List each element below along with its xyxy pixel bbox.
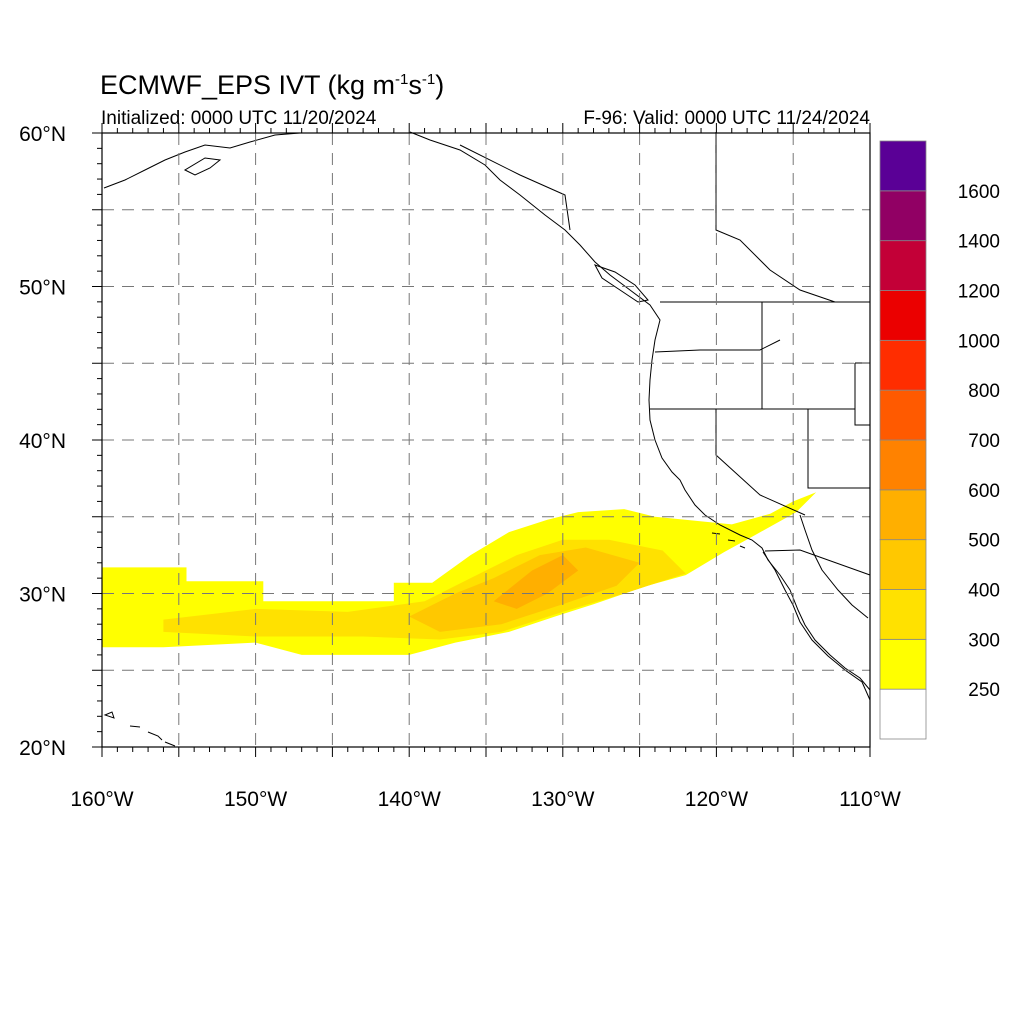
colorbar-label: 1000 [958,331,1000,352]
state-borders [459,132,871,576]
colorbar-label: 1200 [958,282,1000,303]
canada-interior [715,132,836,303]
map-title: ECMWF_EPS IVT (kg m-1s-1) [100,70,445,100]
lat-labels: 60°N 50°N 40°N 30°N 20°N [19,123,66,760]
lon-label: 140°W [378,788,441,811]
axis-ticks [92,123,871,757]
lat-label: 40°N [19,430,66,453]
baja-coast [762,551,871,701]
ivt-shading [102,492,817,655]
colorbar-label: 250 [968,680,1000,701]
colorbar-swatch [879,489,927,541]
nevada-ca-line [715,409,806,516]
colorbar-label: 500 [968,531,1000,552]
graticule [102,133,870,747]
colorbar-swatch [879,389,927,441]
lat-label: 50°N [19,277,66,300]
wa-or-border [654,339,781,353]
west-coast [409,131,871,691]
colorbar-label: 800 [968,381,1000,402]
lat-label: 20°N [19,737,66,760]
init-time-label: Initialized: 0000 UTC 11/20/2024 [101,108,377,129]
mexico-border [764,549,871,576]
colorbar-swatch [879,290,927,341]
nevada-east [807,409,870,489]
colorbar-swatch [879,339,927,391]
coastlines [103,131,871,747]
colorbar-label: 300 [968,630,1000,651]
ivt-500-contour [493,555,579,609]
alaska-border [459,144,571,231]
lon-labels: 160°W 150°W 140°W 130°W 120°W 110°W [70,788,901,811]
colorbar-label: 1600 [958,182,1000,203]
colorbar-label: 700 [968,431,1000,452]
colorbar-swatch [879,140,927,192]
colorbar-label: 1400 [958,232,1000,253]
alaska-island [183,157,222,176]
alaska-coast [103,132,301,189]
lon-label: 110°W [839,788,901,811]
lat-label: 30°N [19,584,66,607]
lat-label: 60°N [19,123,66,146]
lon-label: 120°W [685,788,748,811]
hawaii-islands [103,711,176,747]
colorbar-label: 600 [968,481,1000,502]
lon-label: 160°W [70,788,133,811]
lon-label: 130°W [531,788,594,811]
colorbar: 250 300 400 500 600 700 800 1000 1200 1400 1600 [879,140,1000,740]
colorbar-swatch [879,190,927,242]
lon-label: 150°W [224,788,287,811]
vancouver-island [593,264,649,303]
colorbar-swatch [879,638,927,690]
colorbar-swatch [879,439,927,491]
gulf-coast [799,514,869,619]
colorbar-swatch [879,539,927,590]
valid-time-label: F-96: Valid: 0000 UTC 11/24/2024 [583,108,870,129]
colorbar-label: 400 [968,581,1000,602]
colorbar-swatch [879,240,927,291]
wyoming-box [854,362,870,426]
colorbar-swatch [879,688,927,740]
colorbar-swatch [879,589,927,640]
